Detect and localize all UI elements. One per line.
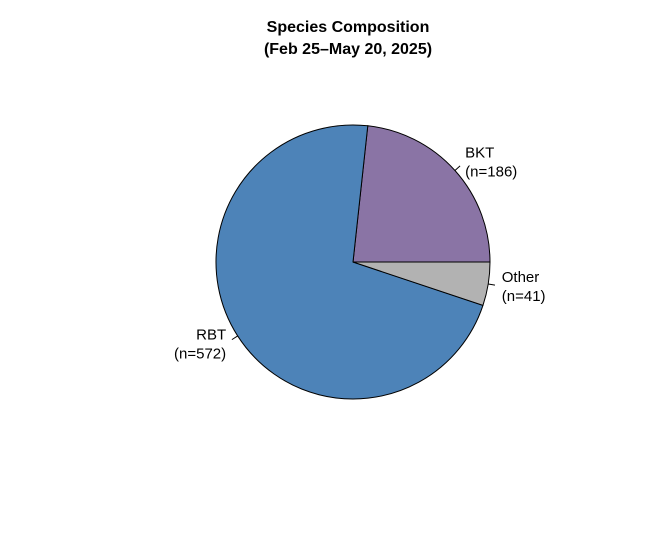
pie-slice-other bbox=[352, 261, 491, 307]
leader-line-bkt bbox=[454, 165, 461, 171]
chart-subtitle: (Feb 25–May 20, 2025) bbox=[264, 41, 432, 58]
leader-lines bbox=[231, 165, 496, 341]
slice-label-rbt: RBT (n=572) bbox=[174, 326, 226, 362]
leader-line-rbt bbox=[231, 335, 238, 341]
slice-labels: BKT (n=186) RBT (n=572) Other (n=41) bbox=[174, 144, 546, 362]
pie-slice-bkt bbox=[352, 125, 491, 263]
chart-title: Species Composition bbox=[267, 19, 430, 36]
slice-label-bkt: BKT (n=186) bbox=[465, 144, 517, 180]
leader-line-other bbox=[488, 283, 496, 286]
pie-slices bbox=[215, 124, 491, 400]
slice-label-other: Other (n=41) bbox=[502, 269, 546, 305]
